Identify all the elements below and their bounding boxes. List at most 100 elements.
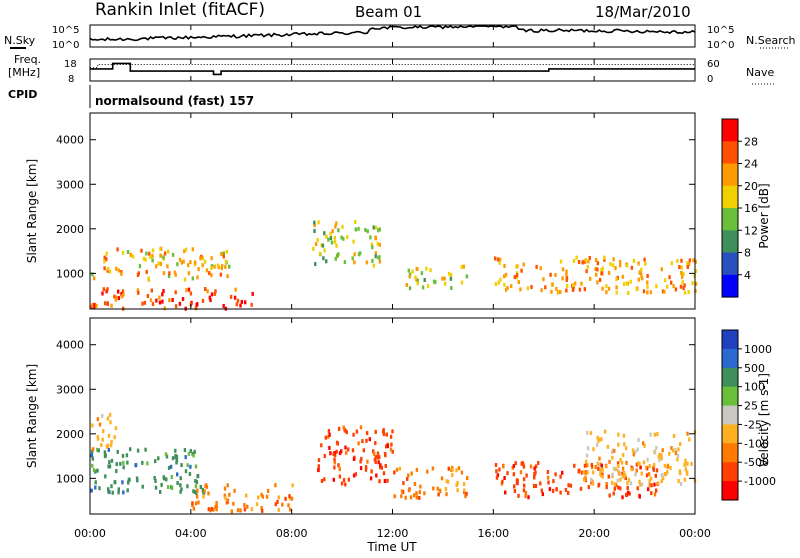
scatter-cell bbox=[628, 491, 631, 496]
scatter-cell bbox=[569, 483, 573, 488]
scatter-cell bbox=[503, 264, 506, 268]
scatter-cell bbox=[333, 235, 336, 240]
colorbar-swatch bbox=[722, 424, 738, 444]
scatter-cell bbox=[555, 487, 558, 492]
scatter-cell bbox=[377, 455, 380, 460]
scatter-cell bbox=[212, 507, 215, 512]
scatter-cell bbox=[522, 262, 525, 267]
scatter-cell bbox=[115, 295, 118, 300]
scatter-cell bbox=[91, 456, 94, 461]
scatter-cell bbox=[250, 507, 254, 512]
scatter-cell bbox=[193, 449, 196, 454]
scatter-cell bbox=[374, 460, 377, 464]
scatter-cell bbox=[621, 471, 624, 476]
scatter-cell bbox=[686, 431, 689, 436]
scatter-cell bbox=[122, 292, 125, 297]
scatter-cell bbox=[180, 487, 183, 492]
scatter-cell bbox=[317, 458, 321, 463]
scatter-cell bbox=[159, 253, 162, 258]
scatter-cell bbox=[179, 489, 182, 494]
scatter-cell bbox=[635, 468, 638, 473]
scatter-cell bbox=[312, 246, 315, 251]
scatter-cell bbox=[589, 276, 592, 281]
scatter-cell bbox=[565, 272, 568, 277]
scatter-cell bbox=[168, 271, 171, 276]
scatter-cell bbox=[90, 453, 93, 458]
scatter-cell bbox=[622, 433, 626, 438]
scatter-cell bbox=[676, 453, 680, 458]
scatter-cell bbox=[209, 508, 212, 513]
scatter-cell bbox=[527, 495, 530, 500]
scatter-cell bbox=[677, 479, 680, 483]
colorbar-tick-label: 16 bbox=[744, 202, 758, 215]
scatter-cell bbox=[210, 266, 213, 270]
scatter-cell bbox=[645, 473, 649, 478]
scatter-cell bbox=[337, 463, 340, 468]
colorbar-tick-label: 12 bbox=[744, 224, 758, 237]
scatter-cell bbox=[534, 464, 538, 469]
scatter-cell bbox=[666, 284, 669, 289]
scatter-cell bbox=[590, 477, 593, 482]
scatter-cell bbox=[313, 223, 316, 228]
scatter-cell bbox=[257, 495, 260, 500]
scatter-cell bbox=[226, 498, 230, 503]
scatter-cell bbox=[605, 464, 608, 469]
scatter-cell bbox=[176, 262, 179, 267]
scatter-cell bbox=[174, 453, 177, 458]
scatter-cell bbox=[546, 470, 550, 474]
scatter-cell bbox=[626, 486, 629, 490]
scatter-cell bbox=[144, 447, 147, 452]
scatter-cell bbox=[680, 270, 683, 275]
scatter-cell bbox=[205, 268, 209, 273]
scatter-cell bbox=[240, 299, 243, 304]
scatter-cell bbox=[176, 472, 179, 477]
scatter-cell bbox=[607, 286, 611, 291]
scatter-cell bbox=[672, 284, 675, 289]
scatter-cell bbox=[235, 302, 238, 307]
scatter-cell bbox=[327, 237, 330, 242]
scatter-cell bbox=[357, 226, 360, 231]
scatter-cell bbox=[374, 429, 377, 434]
scatter-cell bbox=[625, 263, 629, 268]
scatter-cell bbox=[683, 462, 686, 467]
scatter-cell bbox=[103, 266, 106, 271]
y-tick-label: 1000 bbox=[56, 472, 84, 485]
scatter-cell bbox=[151, 258, 154, 263]
scatter-cell bbox=[407, 473, 410, 478]
nave-tick-low: 0 bbox=[707, 74, 713, 85]
scatter-cell bbox=[327, 434, 330, 439]
scatter-cell bbox=[224, 264, 227, 269]
velocity-panel-bg bbox=[90, 318, 695, 514]
scatter-cell bbox=[586, 430, 589, 435]
scatter-cell bbox=[456, 488, 459, 493]
scatter-cell bbox=[260, 492, 263, 497]
scatter-cell bbox=[627, 490, 630, 495]
scatter-cell bbox=[97, 448, 100, 453]
scatter-cell bbox=[586, 265, 590, 269]
scatter-cell bbox=[611, 472, 614, 477]
scatter-cell bbox=[625, 460, 628, 465]
scatter-cell bbox=[597, 466, 600, 471]
scatter-cell bbox=[389, 434, 393, 439]
scatter-cell bbox=[643, 443, 646, 448]
scatter-cell bbox=[449, 273, 453, 278]
scatter-cell bbox=[670, 261, 673, 266]
scatter-cell bbox=[586, 470, 589, 475]
scatter-cell bbox=[682, 286, 685, 291]
scatter-cell bbox=[398, 466, 402, 471]
scatter-cell bbox=[184, 455, 187, 460]
scatter-cell bbox=[407, 488, 411, 493]
scatter-cell bbox=[533, 475, 536, 480]
scatter-cell bbox=[274, 502, 277, 507]
scatter-cell bbox=[612, 257, 615, 262]
scatter-cell bbox=[229, 294, 233, 299]
scatter-cell bbox=[647, 487, 650, 492]
scatter-cell bbox=[630, 467, 633, 472]
scatter-cell bbox=[162, 255, 165, 260]
scatter-cell bbox=[90, 488, 93, 493]
scatter-cell bbox=[181, 297, 185, 301]
scatter-cell bbox=[225, 249, 228, 254]
scatter-cell bbox=[650, 483, 653, 488]
scatter-cell bbox=[260, 506, 263, 511]
